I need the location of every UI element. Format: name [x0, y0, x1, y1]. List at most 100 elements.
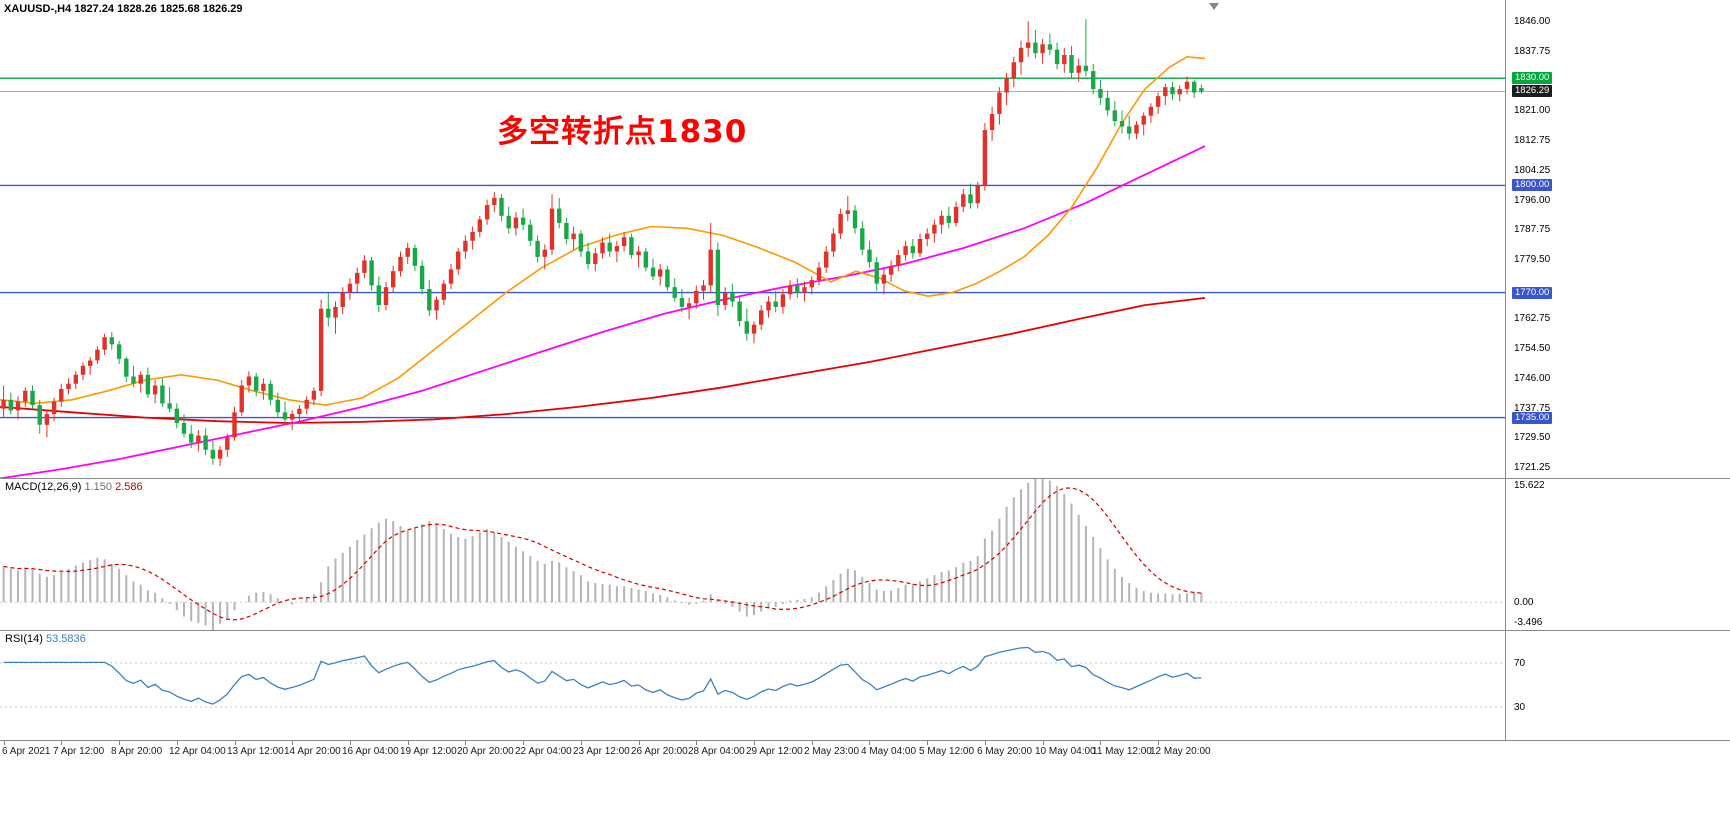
time-tick	[754, 741, 755, 745]
macd-main-value: 1.150	[84, 481, 113, 493]
candle-body	[290, 414, 295, 420]
candle-body	[131, 376, 136, 384]
macd-name: MACD(12,26,9)	[5, 481, 82, 493]
candle-body	[391, 271, 396, 288]
candle-body	[1127, 126, 1132, 134]
candle-body	[124, 358, 129, 377]
candle-body	[549, 208, 555, 250]
chart-shift-marker-icon	[1209, 3, 1219, 10]
time-label: 28 Apr 04:00	[688, 746, 745, 757]
time-label: 6 Apr 2021	[2, 746, 51, 757]
candle-body	[730, 292, 735, 302]
candle-body	[780, 294, 786, 307]
candle-body	[607, 242, 612, 252]
candle-body	[816, 267, 822, 281]
time-axis[interactable]: 6 Apr 2021 7 Apr 12:00 8 Apr 20:00 12 Apr 0…	[0, 741, 1730, 765]
time-label: 4 May 04:00	[861, 746, 917, 757]
candle-body	[160, 385, 165, 404]
candle-body	[152, 385, 158, 395]
candle-body	[355, 272, 360, 284]
macd-panel[interactable]: MACD(12,26,9) 1.150 2.586	[0, 478, 1505, 630]
time-label: 16 Apr 04:00	[342, 746, 399, 757]
time-label: 23 Apr 12:00	[573, 746, 630, 757]
candle-body	[333, 306, 338, 318]
candle-body	[463, 240, 468, 252]
candle-body	[174, 408, 179, 423]
price-axis[interactable]: 1846.00 1837.75 1821.00 1812.75 1804.25 1796.…	[1506, 0, 1730, 761]
candle-body	[1018, 47, 1024, 63]
price-badge: 1826.29	[1512, 85, 1553, 97]
candle-body	[600, 242, 605, 254]
time-tick	[408, 741, 409, 745]
candle-body	[737, 301, 742, 322]
candle-body	[225, 437, 230, 450]
time-axis-divider	[0, 740, 1730, 741]
candle-body	[621, 237, 627, 247]
time-tick	[177, 741, 178, 745]
candle-body	[80, 365, 86, 375]
candle-body	[326, 308, 331, 318]
time-label: 8 Apr 20:00	[111, 746, 163, 757]
candle-body	[1054, 49, 1060, 64]
price-tick: 1812.75	[1514, 135, 1551, 146]
candle-body	[1004, 78, 1009, 93]
candle-body	[217, 449, 223, 459]
ma-mid-magenta	[0, 145, 1206, 478]
candle-body	[268, 383, 273, 400]
candle-body	[535, 240, 540, 257]
candle-body	[1148, 106, 1154, 116]
candle-body	[73, 374, 78, 384]
rsi-line	[3, 646, 1202, 705]
candle-body	[766, 301, 771, 311]
candle-body	[506, 215, 511, 229]
macd-canvas[interactable]	[0, 478, 1505, 630]
candle-body	[845, 210, 850, 214]
time-label: 10 May 04:00	[1035, 746, 1096, 757]
candle-body	[773, 301, 778, 307]
rsi-canvas[interactable]	[0, 630, 1505, 740]
candle-body	[15, 401, 21, 411]
macd-axis-tick: -3.496	[1514, 617, 1543, 628]
time-tick	[292, 741, 293, 745]
time-label: 7 Apr 12:00	[53, 746, 105, 757]
rsi-name: RSI(14)	[5, 633, 43, 645]
candle-body	[629, 237, 634, 256]
price-tick: 1721.25	[1514, 462, 1551, 473]
rsi-panel[interactable]: RSI(14) 53.5836	[0, 630, 1505, 740]
candle-body	[585, 251, 591, 264]
time-tick	[1100, 741, 1101, 745]
candle-body	[59, 389, 64, 402]
candle-body	[239, 385, 244, 413]
candle-body	[860, 228, 865, 250]
candle-body	[167, 403, 172, 409]
candle-body	[434, 299, 439, 311]
candle-body	[694, 290, 699, 304]
candle-body	[88, 360, 93, 366]
main-chart-canvas[interactable]	[0, 0, 1505, 478]
candle-body	[102, 337, 107, 350]
time-label: 5 May 12:00	[919, 746, 975, 757]
candle-body	[672, 287, 677, 298]
candle-body	[795, 285, 800, 293]
candle-body	[1141, 115, 1146, 125]
candle-body	[1184, 81, 1190, 89]
candle-body	[1083, 65, 1089, 72]
annotation-text[interactable]: 多空转折点1830	[497, 114, 748, 150]
time-label: 20 Apr 20:00	[457, 746, 514, 757]
candle-body	[715, 249, 721, 306]
price-tick: 1779.50	[1514, 254, 1551, 265]
price-tick: 1729.50	[1514, 432, 1551, 443]
candle-body	[867, 249, 872, 263]
candle-body	[571, 233, 576, 239]
time-tick	[696, 741, 697, 745]
candle-body	[1163, 87, 1168, 97]
panel-divider-macd[interactable]	[0, 478, 1730, 479]
main-chart-panel[interactable]	[0, 0, 1505, 478]
panel-divider-rsi[interactable]	[0, 630, 1730, 631]
candle-body	[145, 374, 151, 395]
candle-body	[636, 251, 641, 256]
candle-body	[701, 285, 706, 291]
price-badge: 1735.00	[1512, 412, 1553, 424]
candle-body	[528, 224, 533, 241]
candle-body	[975, 185, 980, 204]
